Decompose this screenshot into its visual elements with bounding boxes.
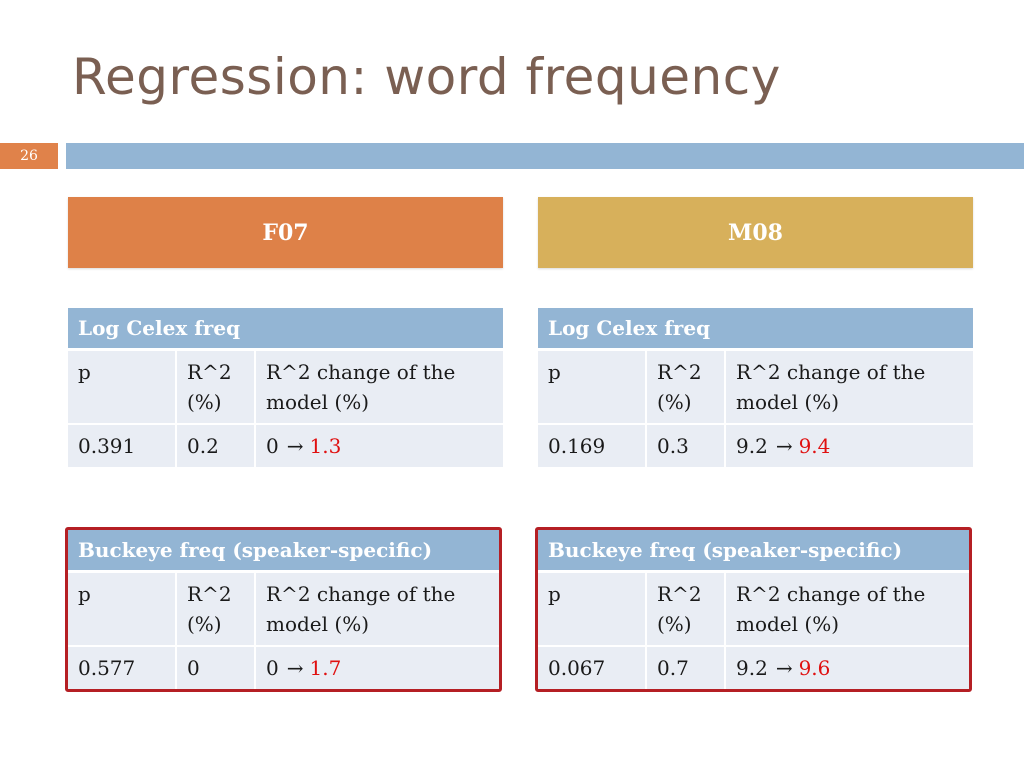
table-heading: Buckeye freq (speaker-specific) <box>68 530 499 573</box>
cell-p: 0.169 <box>538 424 647 467</box>
change-from: 0 <box>266 656 279 680</box>
cell-r2: 0.2 <box>176 424 256 467</box>
arrow-right-icon: → <box>775 656 793 680</box>
arrow-right-icon: → <box>286 434 304 458</box>
column-header-r2-change: R^2 change of the model (%) <box>725 571 969 647</box>
table-heading: Buckeye freq (speaker-specific) <box>538 530 969 573</box>
table-f07-buckeye: Buckeye freq (speaker-specific) p R^2 (%… <box>65 527 502 692</box>
column-header-p: p <box>538 349 647 425</box>
table-heading: Log Celex freq <box>538 308 973 351</box>
change-to: 1.3 <box>309 434 342 458</box>
speaker-header-f07: F07 <box>68 197 503 268</box>
column-header-r2-change: R^2 change of the model (%) <box>255 571 499 647</box>
table-f07-celex: Log Celex freq p R^2 (%) R^2 change of t… <box>68 308 503 467</box>
cell-r2-change: 9.2 → 9.4 <box>725 424 973 467</box>
cell-p: 0.391 <box>68 424 177 467</box>
cell-p: 0.067 <box>538 646 647 689</box>
column-header-r2: R^2 (%) <box>646 349 726 425</box>
arrow-right-icon: → <box>286 656 304 680</box>
column-header-p: p <box>68 349 177 425</box>
slide-title: Regression: word frequency <box>72 48 781 106</box>
table-heading: Log Celex freq <box>68 308 503 351</box>
column-header-r2-change: R^2 change of the model (%) <box>725 349 973 425</box>
cell-r2-change: 0 → 1.7 <box>255 646 499 689</box>
column-header-r2: R^2 (%) <box>176 349 256 425</box>
column-header-p: p <box>68 571 177 647</box>
cell-r2: 0.7 <box>646 646 726 689</box>
table-m08-buckeye: Buckeye freq (speaker-specific) p R^2 (%… <box>535 527 972 692</box>
column-header-r2: R^2 (%) <box>646 571 726 647</box>
cell-p: 0.577 <box>68 646 177 689</box>
change-from: 0 <box>266 434 279 458</box>
slide-number: 26 <box>0 143 58 169</box>
change-to: 9.6 <box>798 656 831 680</box>
change-to: 9.4 <box>798 434 831 458</box>
cell-r2-change: 9.2 → 9.6 <box>725 646 969 689</box>
change-to: 1.7 <box>309 656 342 680</box>
cell-r2-change: 0 → 1.3 <box>255 424 503 467</box>
cell-r2: 0.3 <box>646 424 726 467</box>
column-header-p: p <box>538 571 647 647</box>
change-from: 9.2 <box>736 656 768 680</box>
title-rule <box>66 143 1024 169</box>
table-m08-celex: Log Celex freq p R^2 (%) R^2 change of t… <box>538 308 973 467</box>
arrow-right-icon: → <box>775 434 793 458</box>
column-header-r2: R^2 (%) <box>176 571 256 647</box>
cell-r2: 0 <box>176 646 256 689</box>
speaker-header-m08: M08 <box>538 197 973 268</box>
column-header-r2-change: R^2 change of the model (%) <box>255 349 503 425</box>
change-from: 9.2 <box>736 434 768 458</box>
